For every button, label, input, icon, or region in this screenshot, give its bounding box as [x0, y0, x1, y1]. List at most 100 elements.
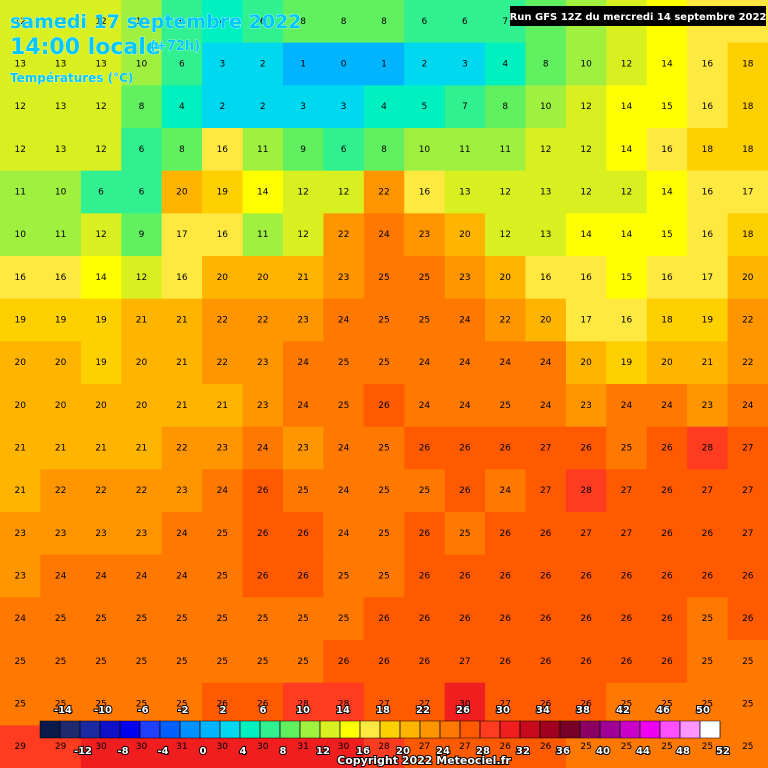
temperature-cell	[606, 597, 648, 641]
temperature-cell	[485, 298, 526, 342]
legend-label: 34	[536, 705, 550, 716]
temperature-cell	[80, 341, 122, 385]
temperature-cell	[80, 85, 122, 129]
temperature-value: 24	[297, 358, 309, 368]
temperature-cell	[80, 554, 122, 598]
temperature-value: 25	[217, 572, 228, 582]
temperature-cell	[242, 0, 284, 44]
temperature-value: 12	[55, 17, 66, 27]
temperature-cell	[646, 640, 688, 684]
temperature-cell	[363, 42, 405, 86]
temperature-value: 26	[378, 614, 390, 624]
temperature-value: 20	[217, 273, 229, 283]
temperature-cell	[242, 170, 284, 214]
temperature-value: 8	[502, 102, 508, 112]
temperature-value: 20	[95, 401, 107, 411]
temperature-cell	[444, 256, 486, 300]
temperature-cell	[282, 384, 324, 428]
temperature-value: 21	[95, 444, 106, 454]
legend-swatch	[479, 720, 501, 739]
temperature-cell	[121, 554, 163, 598]
temperature-value: 25	[500, 401, 511, 411]
temperature-value: 25	[176, 700, 187, 710]
temperature-cell	[161, 682, 203, 726]
temperature-value: 27	[621, 529, 632, 539]
temperature-cell	[565, 512, 607, 556]
temperature-cell	[161, 597, 203, 641]
temperature-cell	[121, 128, 163, 172]
legend-swatch	[359, 720, 381, 739]
temperature-value: 14	[621, 102, 633, 112]
temperature-value: 25	[338, 358, 349, 368]
temperature-value: 18	[742, 60, 754, 70]
temperature-cell	[282, 213, 324, 257]
temperature-value: 25	[297, 614, 308, 624]
temperature-cell	[485, 640, 526, 684]
temperature-value: 10	[419, 145, 431, 155]
temperature-cell	[485, 597, 526, 641]
temperature-cell	[323, 512, 365, 556]
temperature-value: 25	[378, 273, 389, 283]
temperature-value: 24	[257, 444, 269, 454]
temperature-cell	[40, 469, 82, 513]
temperature-cell	[404, 170, 446, 214]
temperature-cell	[444, 0, 486, 44]
temperature-value: 4	[179, 102, 185, 112]
temperature-value: 6	[341, 145, 347, 155]
temperature-cell	[444, 384, 486, 428]
temperature-cell	[687, 170, 729, 214]
temperature-value: 6	[260, 17, 266, 27]
temperature-value: 25	[378, 486, 389, 496]
temperature-cell	[525, 128, 567, 172]
temperature-value: 23	[136, 529, 147, 539]
temperature-cell	[0, 42, 41, 86]
temperature-value: 12	[500, 230, 511, 240]
legend-label: 8	[280, 746, 287, 757]
temperature-value: 9	[300, 145, 306, 155]
temperature-cell	[404, 384, 446, 428]
temperature-cell	[404, 682, 446, 726]
temperature-value: 27	[702, 486, 713, 496]
temperature-cell	[444, 512, 486, 556]
temperature-cell	[202, 384, 244, 428]
temperature-value: 23	[176, 486, 187, 496]
temperature-cell	[444, 213, 486, 257]
temperature-value: 30	[95, 742, 107, 752]
temperature-value: 16	[661, 145, 673, 155]
temperature-value: 12	[14, 102, 25, 112]
temperature-cell	[242, 597, 284, 641]
temperature-cell	[565, 170, 607, 214]
temperature-value: 3	[341, 102, 347, 112]
temperature-cell	[727, 128, 768, 172]
legend-label: 32	[516, 746, 530, 757]
temperature-value: 25	[661, 742, 672, 752]
legend-label: 12	[316, 746, 330, 757]
temperature-cell	[687, 554, 729, 598]
temperature-cell	[0, 213, 41, 257]
temperature-value: 18	[702, 145, 714, 155]
temperature-cell	[0, 85, 41, 129]
temperature-value: 24	[217, 486, 229, 496]
legend-label: 4	[240, 746, 247, 757]
temperature-value: 23	[257, 358, 268, 368]
temperature-cell	[121, 256, 163, 300]
temperature-cell	[0, 298, 41, 342]
copyright: Copyright 2022 Meteociel.fr	[337, 754, 511, 767]
temperature-cell	[646, 170, 688, 214]
temperature-cell	[485, 554, 526, 598]
temperature-cell	[727, 426, 768, 470]
legend-label: 52	[716, 746, 730, 757]
temperature-cell	[282, 682, 324, 726]
legend-swatch	[79, 720, 101, 739]
temperature-cell	[404, 640, 446, 684]
temperature-value: 25	[419, 273, 430, 283]
temperature-value: 20	[55, 358, 67, 368]
temperature-value: 2	[219, 102, 225, 112]
temperature-cell	[323, 42, 365, 86]
temperature-value: 16	[176, 273, 188, 283]
temperature-value: 12	[580, 188, 591, 198]
legend-label: 50	[696, 705, 710, 716]
temperature-cell	[687, 640, 729, 684]
legend-label: 18	[376, 705, 390, 716]
temperature-cell	[727, 597, 768, 641]
